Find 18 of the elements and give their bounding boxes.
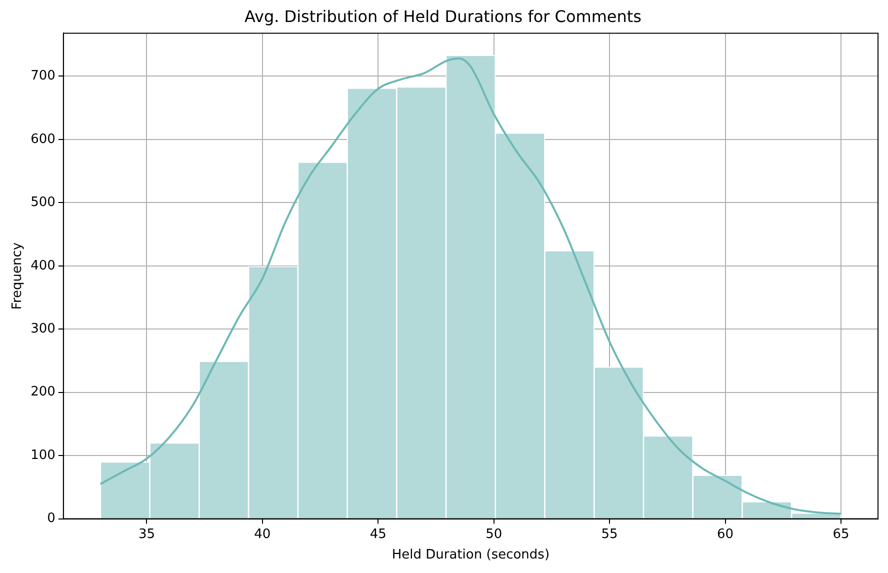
y-tick-label: 400 — [30, 258, 56, 274]
y-tick-label: 100 — [30, 448, 56, 463]
x-axis-title: Held Duration (seconds) — [392, 548, 550, 563]
x-tick-label: 55 — [601, 526, 618, 542]
x-tick-label: 35 — [138, 526, 155, 542]
y-tick-label: 200 — [30, 384, 56, 400]
x-tick-label: 45 — [370, 526, 386, 542]
y-tick-label: 700 — [30, 68, 56, 84]
x-tick-label: 40 — [254, 526, 271, 542]
y-axis-title: Frequency — [10, 242, 26, 310]
x-tick-label: 65 — [832, 526, 850, 542]
x-tick-label: 50 — [486, 526, 502, 542]
x-tick-label: 60 — [716, 526, 734, 542]
y-tick-label: 600 — [30, 132, 56, 147]
y-tick-label: 500 — [30, 195, 56, 210]
y-tick-label: 0 — [47, 511, 56, 526]
chart-title: Avg. Distribution of Held Durations for Comments — [244, 6, 642, 26]
y-tick-label: 300 — [30, 321, 56, 336]
